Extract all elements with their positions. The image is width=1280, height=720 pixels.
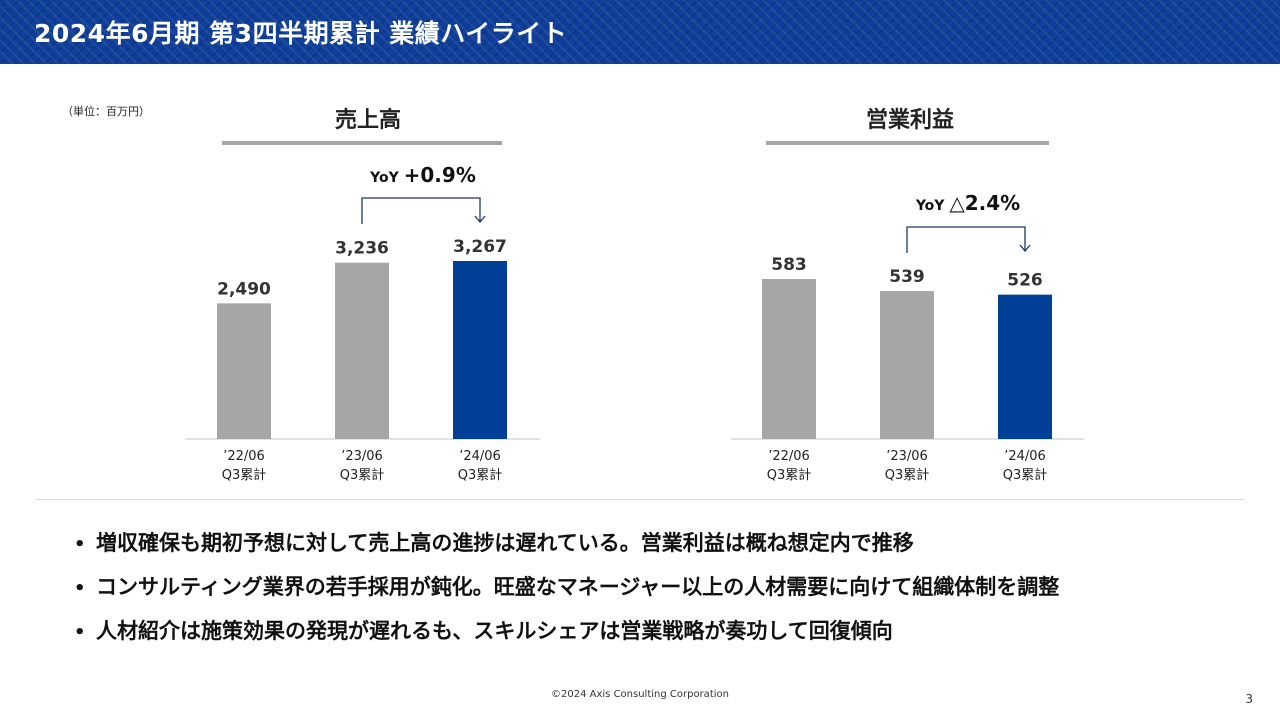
bar bbox=[453, 261, 507, 439]
yoy-label: YoY +0.9% bbox=[369, 163, 476, 187]
bar bbox=[335, 262, 389, 439]
bullet-text: コンサルティング業界の若手採用が鈍化。旺盛なマネージャー以上の人材需要に向けて組… bbox=[96, 575, 1060, 599]
data-label: 583 bbox=[771, 255, 807, 275]
category-label-line2: Q3累計 bbox=[1003, 467, 1048, 483]
yoy-bracket bbox=[906, 226, 1026, 253]
category-label-line2: Q3累計 bbox=[767, 467, 812, 483]
category-label-line1: ’24/06 bbox=[1004, 449, 1046, 464]
header-bar: 2024年6月期 第3四半期累計 業績ハイライト bbox=[0, 0, 1280, 64]
category-label-line1: ’24/06 bbox=[459, 449, 501, 464]
section-divider bbox=[35, 499, 1245, 500]
bullet-text: 人材紹介は施策効果の発現が遅れるも、スキルシェアは営業戦略が奏功して回復傾向 bbox=[96, 619, 893, 643]
category-label-line2: Q3累計 bbox=[222, 467, 267, 483]
data-label: 2,490 bbox=[217, 279, 271, 299]
yoy-value: +0.9% bbox=[404, 163, 476, 187]
bar bbox=[217, 303, 271, 439]
bullet-dot: • bbox=[74, 534, 86, 555]
chart-title-underline bbox=[222, 141, 502, 145]
bar bbox=[998, 294, 1052, 439]
bar bbox=[880, 291, 934, 439]
unit-label: （単位：百万円） bbox=[62, 105, 150, 118]
data-label: 539 bbox=[889, 267, 925, 287]
category-label-line2: Q3累計 bbox=[885, 467, 930, 483]
bullet-dot: • bbox=[74, 622, 86, 643]
category-label-line2: Q3累計 bbox=[340, 467, 385, 483]
yoy-value: △2.4% bbox=[949, 191, 1020, 215]
yoy-arrow-head bbox=[474, 215, 486, 224]
yoy-bracket bbox=[361, 197, 481, 224]
yoy-prefix: YoY bbox=[369, 170, 403, 186]
charts-area: 売上高 2,490 ’22/06 Q3累計 3,236 ’23/06 Q3累計 3,267 ’2… bbox=[185, 107, 1084, 483]
category-label-line1: ’22/06 bbox=[223, 449, 265, 464]
chart-title: 営業利益 bbox=[866, 107, 954, 133]
copyright: ©2024 Axis Consulting Corporation bbox=[551, 689, 729, 700]
category-label-line1: ’23/06 bbox=[341, 449, 383, 464]
page-number: 3 bbox=[1245, 692, 1253, 706]
chart-title: 売上高 bbox=[335, 107, 401, 133]
bullet-item: • 人材紹介は施策効果の発現が遅れるも、スキルシェアは営業戦略が奏功して回復傾向 bbox=[74, 615, 1059, 659]
page-title: 2024年6月期 第3四半期累計 業績ハイライト bbox=[34, 19, 568, 48]
chart-title-underline bbox=[766, 141, 1049, 145]
yoy-prefix: YoY bbox=[915, 198, 949, 214]
bullet-item: • コンサルティング業界の若手採用が鈍化。旺盛なマネージャー以上の人材需要に向けて… bbox=[74, 571, 1059, 615]
bullet-text: 増収確保も期初予想に対して売上高の進捗は遅れている。営業利益は概ね想定内で推移 bbox=[96, 531, 914, 555]
data-label: 526 bbox=[1007, 271, 1043, 291]
category-label-line1: ’23/06 bbox=[886, 449, 928, 464]
yoy-label: YoY △2.4% bbox=[915, 191, 1020, 215]
data-label: 3,236 bbox=[335, 239, 389, 259]
bullet-list: • 増収確保も期初予想に対して売上高の進捗は遅れている。営業利益は概ね想定内で推移… bbox=[74, 527, 1059, 659]
yoy-arrow-head bbox=[1019, 244, 1031, 253]
data-label: 3,267 bbox=[453, 237, 507, 257]
category-label-line2: Q3累計 bbox=[458, 467, 503, 483]
bullet-dot: • bbox=[74, 578, 86, 599]
category-label-line1: ’22/06 bbox=[768, 449, 810, 464]
bar bbox=[762, 279, 816, 439]
bullet-item: • 増収確保も期初予想に対して売上高の進捗は遅れている。営業利益は概ね想定内で推移 bbox=[74, 527, 1059, 571]
